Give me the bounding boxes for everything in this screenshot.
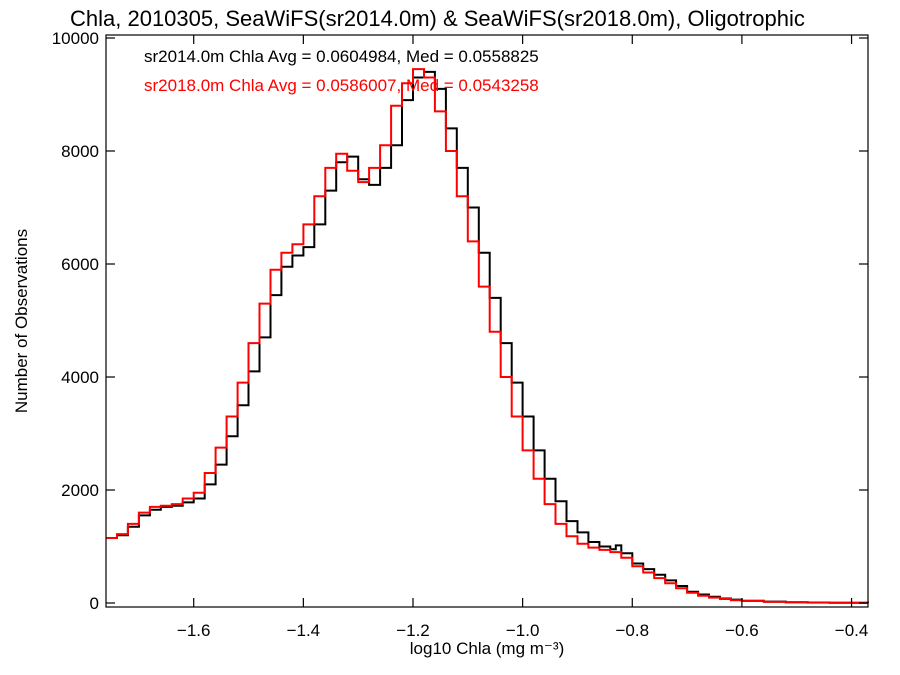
x-axis-label: log10 Chla (mg m⁻³) xyxy=(410,639,564,658)
x-tick-label: −0.4 xyxy=(835,621,869,640)
series-line-sr2014.0m xyxy=(106,70,869,604)
y-axis-ticks: 0 2000 4000 6000 8000 10000 xyxy=(52,29,868,613)
plot-frame xyxy=(105,34,869,608)
x-tick-label: −1.2 xyxy=(396,621,430,640)
annotation-sr2014: sr2014.0m Chla Avg = 0.0604984, Med = 0.… xyxy=(144,47,539,66)
y-tick-label: 10000 xyxy=(52,29,99,48)
x-tick-label: −1.4 xyxy=(287,621,321,640)
y-tick-label: 6000 xyxy=(61,255,99,274)
x-tick-label: −1.6 xyxy=(177,621,211,640)
x-tick-label: −0.6 xyxy=(725,621,759,640)
x-tick-label: −0.8 xyxy=(615,621,649,640)
annotation-sr2018: sr2018.0m Chla Avg = 0.0586007, Med = 0.… xyxy=(144,76,539,95)
series-line-sr2018.0m xyxy=(106,68,868,604)
x-tick-label: −1.0 xyxy=(506,621,540,640)
y-tick-label: 4000 xyxy=(61,368,99,387)
y-tick-label: 2000 xyxy=(61,481,99,500)
plot-series xyxy=(106,68,869,604)
y-tick-label: 0 xyxy=(90,594,99,613)
y-tick-label: 8000 xyxy=(61,142,99,161)
x-axis-ticks: −1.6 −1.4 −1.2 −1.0 −0.8 −0.6 −0.4 xyxy=(177,35,868,640)
y-axis-label: Number of Observations xyxy=(12,229,31,413)
chart-title: Chla, 2010305, SeaWiFS(sr2014.0m) & SeaW… xyxy=(70,6,805,31)
